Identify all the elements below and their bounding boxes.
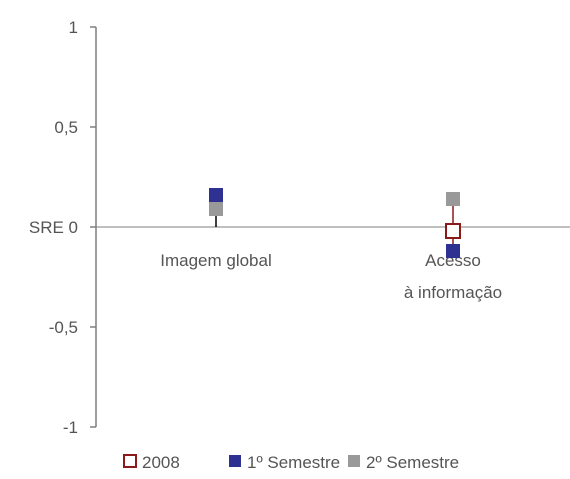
- y-tick-label: SRE 0: [29, 218, 78, 237]
- legend-swatch: [123, 454, 137, 468]
- data-point: [209, 202, 223, 216]
- data-point: [446, 192, 460, 206]
- legend: 2008 1º Semestre 2º Semestre: [123, 453, 459, 472]
- connectors: [215, 195, 454, 251]
- legend-label: 1º Semestre: [247, 453, 340, 472]
- legend-swatch: [229, 455, 241, 467]
- data-points: [209, 188, 461, 258]
- category-label: Acesso: [425, 251, 481, 270]
- y-tick-label: -0,5: [49, 318, 78, 337]
- category-label: à informação: [404, 283, 502, 302]
- legend-label: 2008: [142, 453, 180, 472]
- legend-label: 2º Semestre: [366, 453, 459, 472]
- data-point: [209, 188, 223, 202]
- y-tick-label: 1: [69, 18, 78, 37]
- y-tick-label: 0,5: [54, 118, 78, 137]
- data-point: [446, 244, 460, 258]
- data-point: [445, 223, 461, 239]
- y-tick-label: -1: [63, 418, 78, 437]
- category-labels: Imagem global Acesso à informação: [160, 251, 502, 302]
- axes: 1 0,5 SRE 0 -0,5 -1: [29, 18, 570, 437]
- category-label: Imagem global: [160, 251, 272, 270]
- legend-swatch: [348, 455, 360, 467]
